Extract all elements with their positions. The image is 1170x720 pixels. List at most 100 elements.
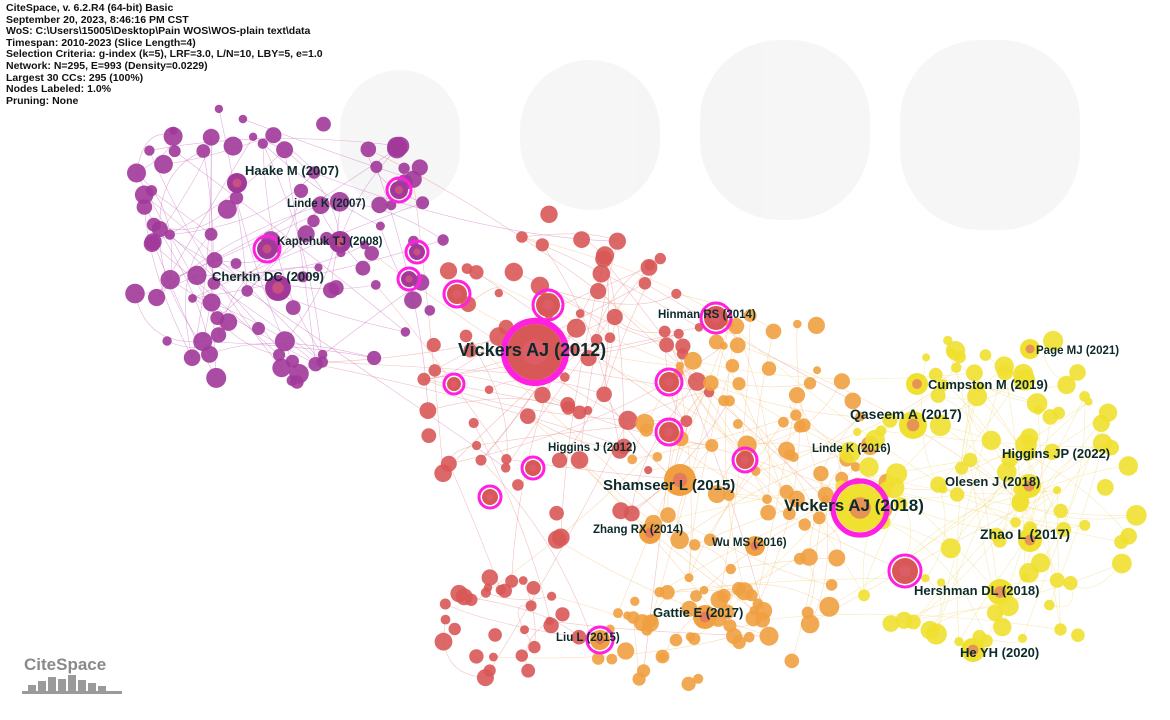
- reference-node[interactable]: [386, 200, 397, 211]
- reference-node[interactable]: [765, 323, 782, 340]
- reference-node[interactable]: [573, 231, 590, 249]
- node-label[interactable]: Page MJ (2021): [1036, 345, 1119, 357]
- reference-node[interactable]: [488, 628, 502, 642]
- reference-node[interactable]: [949, 487, 965, 502]
- reference-node[interactable]: [813, 366, 822, 375]
- reference-node[interactable]: [154, 154, 173, 174]
- reference-node[interactable]: [371, 196, 388, 214]
- reference-node[interactable]: [223, 136, 243, 156]
- node-label[interactable]: Haake M (2007): [245, 163, 339, 178]
- reference-node[interactable]: [1063, 576, 1078, 591]
- reference-node[interactable]: [229, 191, 244, 205]
- reference-node[interactable]: [590, 333, 603, 346]
- reference-node[interactable]: [617, 642, 635, 660]
- reference-node[interactable]: [638, 277, 652, 290]
- reference-node[interactable]: [481, 569, 498, 586]
- reference-node[interactable]: [434, 464, 452, 483]
- reference-node[interactable]: [426, 337, 441, 353]
- reference-node[interactable]: [311, 196, 330, 215]
- reference-node[interactable]: [187, 265, 207, 285]
- reference-node[interactable]: [520, 408, 536, 425]
- reference-node[interactable]: [606, 653, 618, 665]
- reference-node[interactable]: [660, 507, 676, 523]
- reference-node[interactable]: [505, 574, 519, 588]
- reference-node[interactable]: [516, 231, 528, 243]
- reference-node[interactable]: [1071, 628, 1085, 642]
- reference-node[interactable]: [936, 379, 949, 392]
- reference-node[interactable]: [1010, 517, 1021, 528]
- reference-node[interactable]: [551, 452, 568, 468]
- reference-node[interactable]: [1042, 409, 1059, 425]
- reference-node[interactable]: [1044, 443, 1061, 460]
- reference-node[interactable]: [635, 413, 655, 433]
- reference-node[interactable]: [943, 335, 953, 346]
- reference-node[interactable]: [790, 409, 802, 421]
- reference-node[interactable]: [921, 574, 930, 583]
- reference-node[interactable]: [1069, 364, 1086, 381]
- reference-node[interactable]: [813, 465, 829, 482]
- reference-node[interactable]: [1092, 433, 1113, 453]
- reference-node[interactable]: [504, 262, 523, 282]
- reference-node[interactable]: [671, 288, 682, 299]
- reference-node[interactable]: [276, 141, 294, 159]
- reference-node[interactable]: [681, 676, 696, 692]
- reference-node[interactable]: [202, 128, 220, 146]
- node-label[interactable]: Higgins JP (2022): [1002, 446, 1110, 461]
- node-label[interactable]: Vickers AJ (2012): [458, 340, 606, 360]
- reference-node[interactable]: [1015, 433, 1037, 456]
- reference-node[interactable]: [954, 637, 964, 647]
- reference-node[interactable]: [707, 485, 726, 504]
- node-label[interactable]: Linde K (2016): [812, 443, 891, 455]
- node-label[interactable]: Gattie E (2017): [653, 605, 743, 620]
- reference-node[interactable]: [1049, 572, 1065, 588]
- reference-node[interactable]: [370, 280, 381, 290]
- reference-node[interactable]: [669, 633, 683, 647]
- reference-node[interactable]: [569, 343, 581, 355]
- reference-node[interactable]: [690, 590, 702, 602]
- reference-node[interactable]: [555, 607, 570, 622]
- reference-node[interactable]: [560, 397, 576, 412]
- reference-node[interactable]: [127, 163, 146, 183]
- reference-node[interactable]: [803, 377, 817, 390]
- reference-node[interactable]: [1098, 403, 1118, 422]
- reference-node[interactable]: [930, 388, 946, 403]
- node-label[interactable]: Qaseem A (2017): [850, 406, 962, 422]
- reference-node[interactable]: [703, 533, 717, 547]
- reference-node[interactable]: [196, 144, 211, 158]
- reference-node[interactable]: [855, 411, 865, 422]
- reference-node[interactable]: [316, 356, 328, 368]
- reference-node[interactable]: [728, 318, 745, 335]
- reference-node[interactable]: [448, 622, 461, 636]
- reference-node[interactable]: [762, 494, 772, 505]
- reference-node[interactable]: [375, 221, 385, 231]
- reference-node[interactable]: [265, 127, 282, 144]
- reference-node[interactable]: [800, 548, 818, 566]
- reference-node[interactable]: [521, 663, 536, 678]
- reference-node[interactable]: [494, 288, 503, 298]
- reference-node[interactable]: [370, 160, 383, 173]
- reference-node[interactable]: [613, 608, 623, 619]
- reference-node[interactable]: [793, 319, 802, 329]
- reference-node[interactable]: [929, 414, 952, 437]
- reference-node[interactable]: [717, 588, 731, 603]
- reference-node[interactable]: [1126, 505, 1147, 526]
- node-label[interactable]: Shamseer L (2015): [603, 477, 735, 494]
- reference-node[interactable]: [547, 530, 567, 549]
- reference-node[interactable]: [204, 227, 218, 241]
- reference-node[interactable]: [839, 441, 861, 464]
- reference-node[interactable]: [783, 449, 795, 461]
- reference-node[interactable]: [759, 626, 779, 646]
- reference-node[interactable]: [238, 114, 248, 124]
- reference-node[interactable]: [882, 412, 898, 428]
- reference-node[interactable]: [680, 415, 693, 427]
- reference-node[interactable]: [965, 364, 983, 382]
- reference-node[interactable]: [778, 416, 789, 428]
- reference-node[interactable]: [257, 138, 268, 149]
- reference-node[interactable]: [497, 583, 512, 598]
- reference-node[interactable]: [623, 505, 640, 522]
- reference-node[interactable]: [592, 264, 611, 283]
- reference-node[interactable]: [885, 475, 895, 484]
- reference-node[interactable]: [1057, 375, 1076, 395]
- reference-node[interactable]: [705, 439, 719, 452]
- reference-node[interactable]: [894, 497, 908, 511]
